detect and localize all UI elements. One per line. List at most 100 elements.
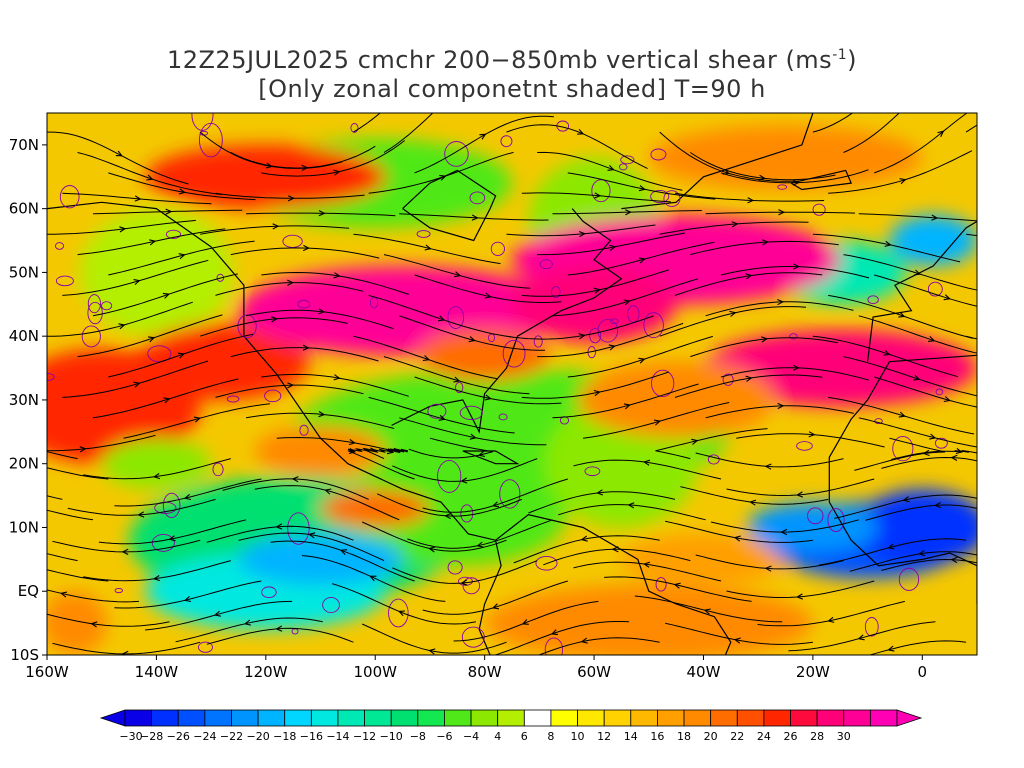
streamline: [1012, 290, 1024, 317]
streamline-arrow: [609, 244, 617, 251]
streamline-arrow: [168, 535, 176, 542]
shear-blob: [320, 489, 430, 528]
colorbar-label: −10: [380, 730, 403, 743]
streamline-arrow: [90, 621, 98, 628]
colorbar-label: 30: [837, 730, 851, 743]
streamline-arrow: [703, 608, 711, 615]
streamline-arrow: [913, 374, 921, 381]
streamline-arrow: [287, 195, 295, 202]
colorbar-box: [337, 709, 365, 727]
shear-blob: [47, 591, 108, 655]
coastline: [790, 169, 853, 191]
chart-title-line-2: [Only zonal componetnt shaded] T=90 h: [258, 75, 766, 103]
streamline: [665, 520, 813, 543]
streamline: [881, 456, 977, 469]
lon-tick-label: 140W: [135, 663, 179, 681]
streamline: [408, 437, 494, 459]
streamline: [199, 131, 343, 169]
streamline: [981, 285, 1024, 302]
streamline-arrow: [275, 523, 283, 530]
streamline-arrow: [638, 357, 646, 364]
streamline: [47, 553, 78, 562]
streamline: [558, 504, 706, 521]
colorbar-label: −14: [326, 730, 349, 743]
colorbar-label: 28: [810, 730, 824, 743]
streamline-arrow: [611, 546, 619, 553]
streamline: [828, 294, 973, 339]
streamline: [215, 192, 365, 199]
shear-contour: [455, 381, 464, 394]
streamline: [376, 493, 522, 517]
streamline: [690, 240, 839, 256]
streamline-arrow: [491, 603, 500, 610]
streamline-arrow: [133, 381, 141, 388]
streamline: [108, 333, 254, 378]
colorbar-box: [151, 709, 179, 727]
shear-contour: [597, 318, 619, 343]
streamline-arrow: [333, 374, 341, 381]
colorbar-box: [657, 709, 685, 727]
streamline-arrow: [152, 472, 161, 480]
streamline: [552, 210, 702, 215]
streamline: [47, 509, 94, 521]
streamline: [62, 360, 209, 398]
streamline: [238, 532, 385, 562]
shear-contour: [589, 328, 602, 344]
streamline-arrow: [899, 178, 907, 185]
streamline: [521, 192, 671, 203]
streamline-arrow: [898, 411, 906, 418]
streamline: [123, 403, 270, 439]
streamline-arrow: [808, 431, 816, 438]
streamline: [261, 271, 409, 295]
streamline-arrow: [638, 257, 647, 264]
colorbar-box: [736, 709, 765, 727]
colorbar-box: [444, 709, 472, 727]
streamline: [843, 254, 977, 291]
streamline: [705, 301, 854, 317]
shear-contour: [87, 294, 101, 314]
streamline: [604, 576, 752, 602]
streamline: [353, 335, 499, 380]
streamline: [655, 428, 768, 460]
streamline: [868, 640, 967, 655]
streamline-arrow: [593, 287, 601, 294]
colorbar-label: −28: [140, 730, 163, 743]
streamline: [736, 433, 885, 448]
streamline-arrow: [929, 433, 937, 440]
streamline: [981, 387, 1024, 403]
colorbar-label: 20: [704, 730, 718, 743]
colorbar-box: [177, 709, 206, 727]
streamline-arrow: [950, 454, 958, 461]
coastline: [391, 208, 623, 434]
streamline: [407, 519, 553, 549]
streamline-arrow: [642, 459, 651, 466]
streamline: [0, 615, 16, 637]
streamline-arrow: [152, 575, 161, 582]
streamline: [222, 478, 369, 500]
colorbar-label: −18: [273, 730, 296, 743]
streamline-arrow: [178, 188, 186, 195]
shear-contour: [462, 577, 481, 595]
streamline: [858, 315, 977, 354]
streamline: [422, 478, 568, 513]
shear-contour: [722, 373, 734, 386]
streamline: [720, 367, 869, 381]
streamline: [695, 554, 844, 570]
lat-tick-label: 40N: [9, 327, 39, 345]
streamline-arrow: [438, 414, 446, 421]
streamline: [674, 374, 823, 398]
shear-contour: [447, 560, 463, 575]
streamline: [891, 450, 977, 460]
shear-contour: [212, 462, 224, 477]
coastline: [867, 220, 977, 362]
shear-contour: [460, 504, 474, 523]
streamline: [812, 233, 961, 263]
shear-contour: [807, 507, 824, 525]
plot-area: [0, 113, 1024, 655]
shear-blob: [79, 208, 234, 337]
streamline-arrow: [468, 336, 476, 343]
streamline-arrow: [596, 489, 604, 496]
shear-contour: [651, 369, 675, 397]
shear-contour: [114, 587, 123, 594]
